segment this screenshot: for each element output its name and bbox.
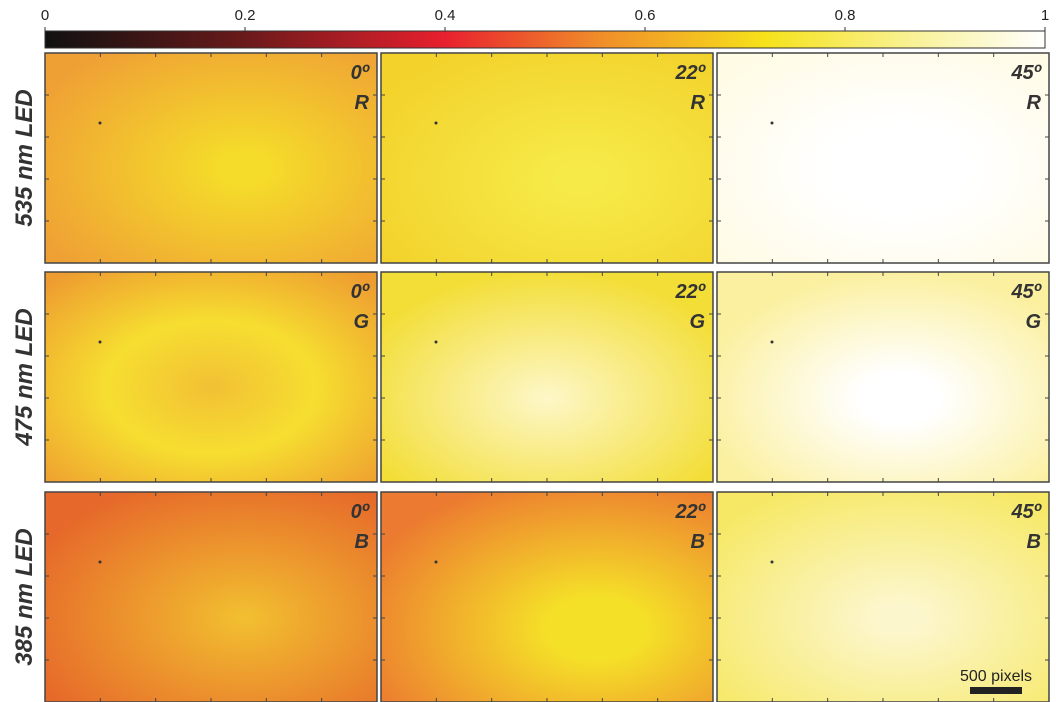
panel-channel: G — [1025, 311, 1041, 333]
colorbar-tick-label: 0.2 — [235, 7, 256, 24]
colorbar-tick-label: 0.8 — [835, 7, 856, 24]
panel-angle: 45º — [1010, 62, 1042, 84]
row-label: 385 nm LED — [11, 528, 38, 665]
panel-channel: R — [1027, 92, 1042, 114]
panel-angle: 45º — [1010, 501, 1042, 523]
defect — [771, 122, 774, 125]
panel-channel: B — [355, 531, 369, 553]
colorbar-tick-label: 0.4 — [435, 7, 456, 24]
defect — [99, 341, 102, 344]
panel-channel: B — [691, 531, 705, 553]
image-panel — [45, 492, 377, 702]
defect — [435, 341, 438, 344]
panel-angle: 22º — [674, 62, 706, 84]
row-label: 535 nm LED — [11, 89, 38, 226]
panel-angle: 22º — [674, 281, 706, 303]
panel-channel: R — [355, 92, 370, 114]
panel-channel: G — [689, 311, 705, 333]
image-panel — [717, 53, 1049, 263]
colorbar-tick-label: 0 — [41, 7, 49, 24]
defect — [435, 122, 438, 125]
row-label: 475 nm LED — [11, 308, 38, 446]
image-panel — [45, 53, 377, 263]
image-panel — [381, 53, 713, 263]
scale-bar-label: 500 pixels — [960, 668, 1032, 685]
image-panel — [717, 272, 1049, 482]
panel-angle: 22º — [674, 501, 706, 523]
defect — [771, 341, 774, 344]
defect — [771, 561, 774, 564]
image-panel — [381, 272, 713, 482]
colorbar — [45, 31, 1045, 48]
panel-channel: B — [1027, 531, 1041, 553]
defect — [99, 561, 102, 564]
defect — [435, 561, 438, 564]
image-panel — [381, 492, 713, 702]
panel-angle: 0º — [351, 501, 371, 523]
panel-angle: 0º — [351, 62, 371, 84]
colorbar-tick-label: 0.6 — [635, 7, 656, 24]
colorbar-tick-label: 1 — [1041, 7, 1049, 24]
panel-angle: 0º — [351, 281, 371, 303]
figure: 0 0.2 0.4 0.6 0.8 1 535 nm LED 0º R 22º R 45º R 475 n… — [0, 0, 1056, 702]
panel-angle: 45º — [1010, 281, 1042, 303]
defect — [99, 122, 102, 125]
image-panel — [45, 272, 377, 482]
panel-channel: R — [691, 92, 706, 114]
panel-channel: G — [353, 311, 369, 333]
scale-bar — [970, 687, 1022, 694]
